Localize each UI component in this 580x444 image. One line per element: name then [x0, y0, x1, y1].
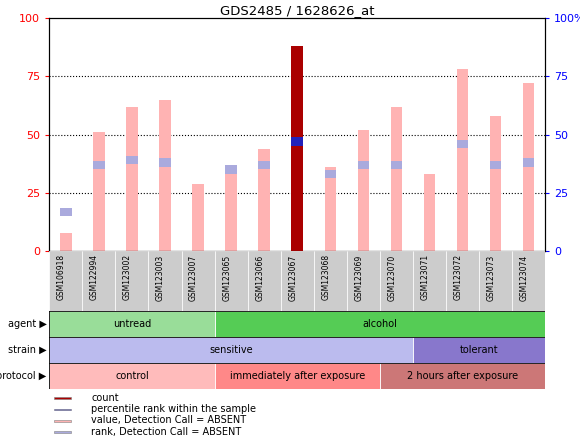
- Text: GSM123007: GSM123007: [189, 254, 198, 301]
- Text: GSM123069: GSM123069: [354, 254, 363, 301]
- Bar: [226, 166, 237, 174]
- Bar: [292, 46, 303, 251]
- Text: 2 hours after exposure: 2 hours after exposure: [407, 371, 518, 381]
- Text: GSM123003: GSM123003: [156, 254, 165, 301]
- Bar: [49, 311, 215, 337]
- Bar: [93, 161, 104, 169]
- Bar: [160, 99, 171, 251]
- Bar: [215, 363, 380, 388]
- Text: value, Detection Call = ABSENT: value, Detection Call = ABSENT: [92, 415, 246, 425]
- Bar: [457, 69, 468, 251]
- Bar: [60, 207, 71, 216]
- Text: alcohol: alcohol: [362, 319, 397, 329]
- Bar: [259, 161, 270, 169]
- Bar: [49, 363, 215, 388]
- Bar: [215, 251, 248, 311]
- Text: strain ▶: strain ▶: [8, 345, 46, 355]
- Bar: [523, 159, 534, 166]
- Bar: [490, 161, 501, 169]
- Text: GSM123065: GSM123065: [222, 254, 231, 301]
- Bar: [413, 251, 446, 311]
- Bar: [226, 170, 237, 251]
- Text: control: control: [115, 371, 149, 381]
- Bar: [55, 397, 71, 399]
- Bar: [512, 251, 545, 311]
- Bar: [148, 251, 182, 311]
- Bar: [380, 251, 413, 311]
- Bar: [93, 132, 104, 251]
- Bar: [391, 161, 402, 169]
- Bar: [413, 337, 545, 363]
- Title: GDS2485 / 1628626_at: GDS2485 / 1628626_at: [220, 4, 375, 16]
- Bar: [115, 251, 148, 311]
- Bar: [49, 337, 413, 363]
- Bar: [347, 251, 380, 311]
- Bar: [380, 363, 545, 388]
- Text: sensitive: sensitive: [209, 345, 253, 355]
- Text: GSM123070: GSM123070: [387, 254, 396, 301]
- Text: GSM106918: GSM106918: [57, 254, 66, 301]
- Bar: [281, 251, 314, 311]
- Bar: [325, 170, 336, 178]
- Text: GSM122994: GSM122994: [90, 254, 99, 301]
- Bar: [314, 251, 347, 311]
- Text: GSM123002: GSM123002: [123, 254, 132, 301]
- Bar: [358, 130, 369, 251]
- Text: GSM123071: GSM123071: [420, 254, 429, 301]
- Bar: [55, 432, 71, 433]
- Text: immediately after exposure: immediately after exposure: [230, 371, 365, 381]
- Bar: [292, 46, 303, 251]
- Bar: [479, 251, 512, 311]
- Bar: [60, 233, 71, 251]
- Bar: [292, 138, 303, 146]
- Bar: [49, 251, 82, 311]
- Bar: [55, 409, 71, 410]
- Text: GSM123072: GSM123072: [454, 254, 462, 301]
- Bar: [160, 159, 171, 166]
- Bar: [446, 251, 479, 311]
- Bar: [490, 116, 501, 251]
- Bar: [424, 174, 435, 251]
- Text: GSM123066: GSM123066: [255, 254, 264, 301]
- Text: GSM123068: GSM123068: [321, 254, 330, 301]
- Text: tolerant: tolerant: [460, 345, 498, 355]
- Bar: [55, 420, 71, 422]
- Bar: [126, 156, 137, 164]
- Bar: [523, 83, 534, 251]
- Bar: [126, 107, 137, 251]
- Text: rank, Detection Call = ABSENT: rank, Detection Call = ABSENT: [92, 427, 242, 436]
- Bar: [292, 138, 303, 146]
- Bar: [82, 251, 115, 311]
- Text: percentile rank within the sample: percentile rank within the sample: [92, 404, 256, 414]
- Bar: [457, 140, 468, 148]
- Bar: [325, 167, 336, 251]
- Bar: [182, 251, 215, 311]
- Text: GSM123074: GSM123074: [520, 254, 528, 301]
- Text: count: count: [92, 392, 119, 403]
- Text: GSM123073: GSM123073: [487, 254, 495, 301]
- Bar: [193, 183, 204, 251]
- Text: protocol ▶: protocol ▶: [0, 371, 46, 381]
- Bar: [248, 251, 281, 311]
- Text: GSM123067: GSM123067: [288, 254, 297, 301]
- Text: untread: untread: [113, 319, 151, 329]
- Bar: [259, 149, 270, 251]
- Bar: [358, 161, 369, 169]
- Bar: [391, 107, 402, 251]
- Bar: [215, 311, 545, 337]
- Text: agent ▶: agent ▶: [8, 319, 46, 329]
